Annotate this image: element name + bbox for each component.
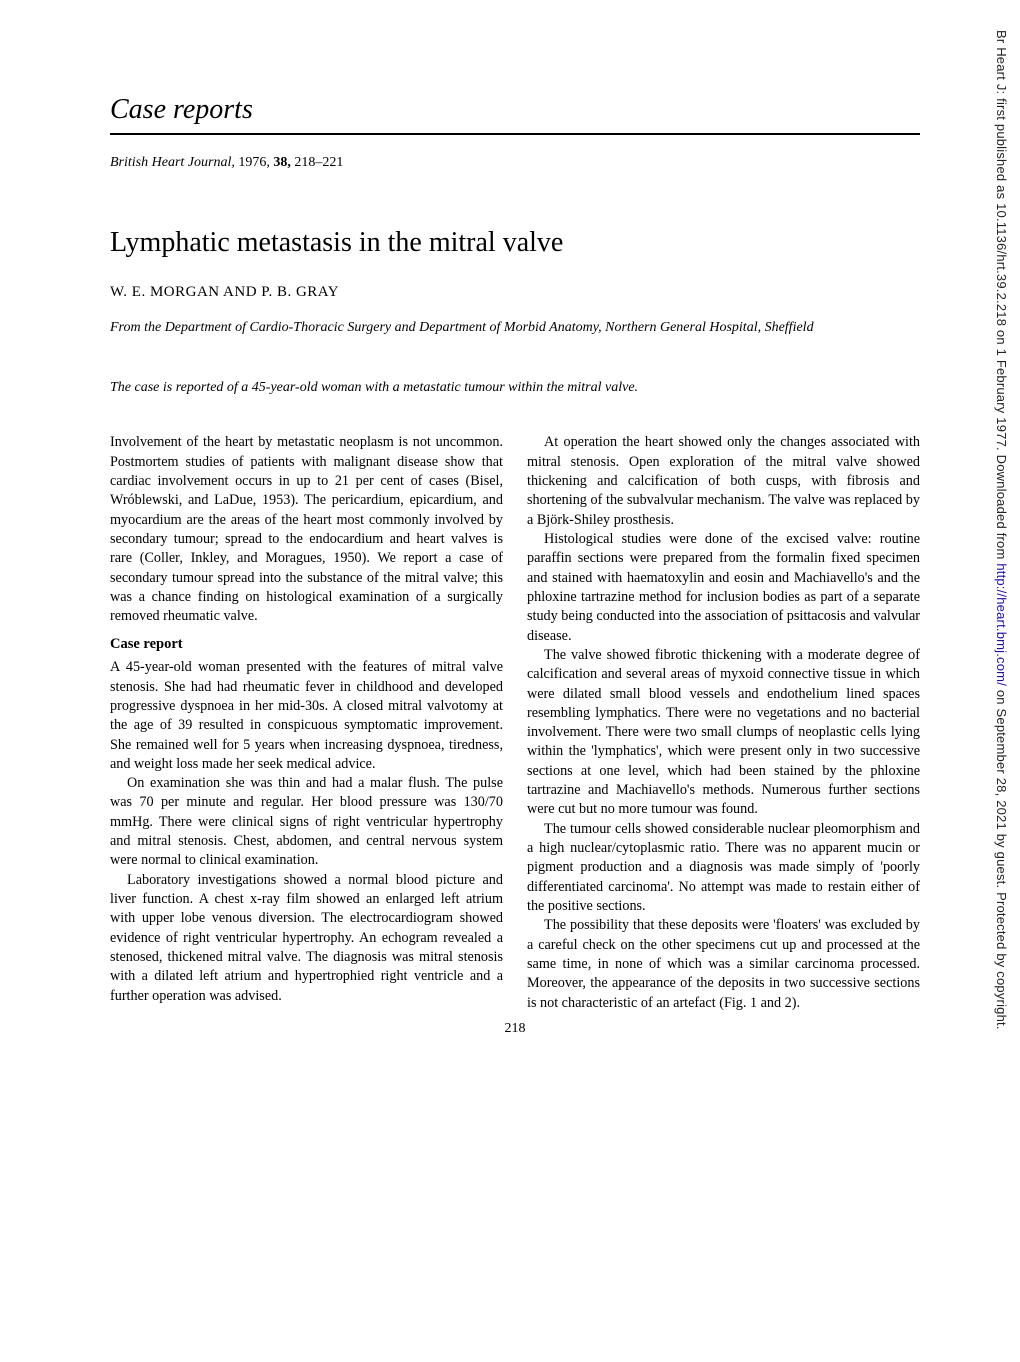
authors: W. E. MORGAN AND P. B. GRAY — [110, 282, 920, 303]
sidenote-prefix: Br Heart J: first published as 10.1136/h… — [994, 30, 1009, 563]
body-paragraph: Histological studies were done of the ex… — [527, 530, 920, 646]
body-paragraph: Laboratory investigations showed a norma… — [110, 871, 503, 1006]
body-paragraph: A 45-year-old woman presented with the f… — [110, 658, 503, 774]
affiliation: From the Department of Cardio-Thoracic S… — [110, 319, 920, 338]
header-rule — [110, 133, 920, 135]
body-paragraph: On examination she was thin and had a ma… — [110, 774, 503, 871]
sidenote-suffix: on September 28, 2021 by guest. Protecte… — [994, 686, 1009, 1030]
journal-volume: 38, — [273, 155, 291, 170]
body-paragraph: Involvement of the heart by metastatic n… — [110, 433, 503, 626]
abstract: The case is reported of a 45-year-old wo… — [110, 378, 920, 398]
body-paragraph: The possibility that these deposits were… — [527, 916, 920, 1013]
body-paragraph: The tumour cells showed considerable nuc… — [527, 820, 920, 917]
body-text: Involvement of the heart by metastatic n… — [110, 433, 920, 1012]
case-report-heading: Case report — [110, 635, 503, 655]
journal-name: British Heart Journal, — [110, 155, 235, 170]
journal-year: 1976, — [238, 155, 270, 170]
copyright-sidenote: Br Heart J: first published as 10.1136/h… — [992, 30, 1010, 1330]
page-number: 218 — [110, 1019, 920, 1039]
section-header: Case reports — [110, 90, 920, 129]
journal-citation: British Heart Journal, 1976, 38, 218–221 — [110, 153, 920, 173]
sidenote-link[interactable]: http://heart.bmj.com/ — [994, 563, 1009, 686]
page-container: Case reports British Heart Journal, 1976… — [0, 0, 1020, 1078]
article-title: Lymphatic metastasis in the mitral valve — [110, 223, 920, 262]
body-paragraph: At operation the heart showed only the c… — [527, 433, 920, 530]
journal-pages: 218–221 — [294, 155, 343, 170]
body-paragraph: The valve showed fibrotic thickening wit… — [527, 646, 920, 820]
